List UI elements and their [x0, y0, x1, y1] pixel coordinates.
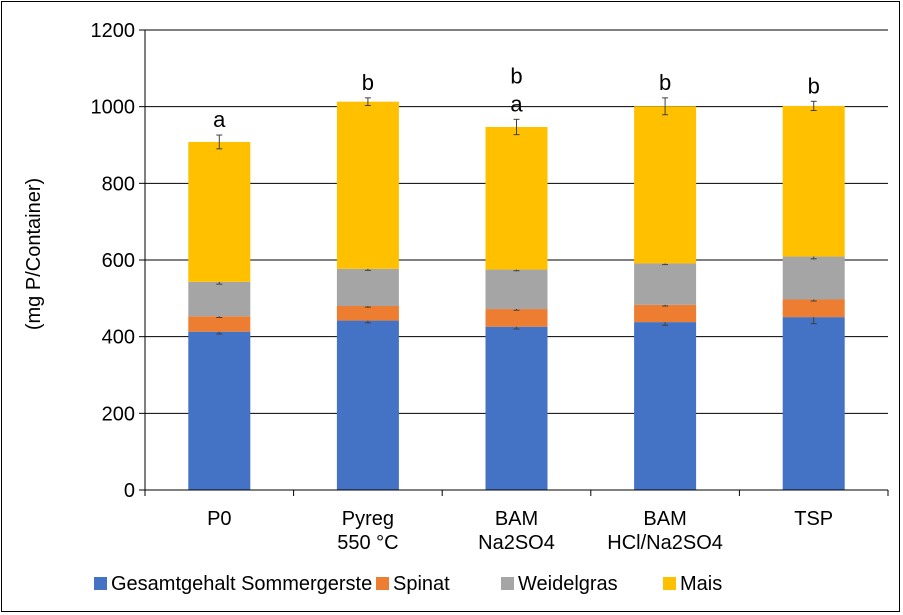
bar-weidelgras-0 [188, 281, 251, 317]
significance-label-1-0: b [362, 70, 374, 95]
legend-item-1: Spinat [376, 573, 450, 595]
x-category-label-1-0: Pyreg [342, 508, 394, 530]
bar-gesamtgehalt-sommergerste-2 [485, 326, 548, 490]
legend-swatch [376, 577, 389, 590]
x-category-label-4-0: TSP [794, 508, 833, 530]
legend-swatch [501, 577, 514, 590]
bar-spinat-1 [336, 306, 399, 321]
legend-label: Spinat [393, 573, 450, 595]
bar-weidelgras-1 [336, 268, 399, 306]
error-bar-3-2 [513, 118, 520, 136]
legend-item-2: Weidelgras [501, 573, 618, 595]
x-category-label-1-1: 550 °C [337, 532, 398, 554]
bar-gesamtgehalt-sommergerste-4 [782, 317, 845, 490]
axes [139, 29, 889, 496]
y-tick-label-400: 400 [102, 327, 135, 349]
legend-swatch [94, 577, 107, 590]
bar-weidelgras-2 [485, 269, 548, 310]
y-tick-label-600: 600 [102, 250, 135, 272]
error-bar-3-1 [364, 97, 371, 107]
bar-gesamtgehalt-sommergerste-0 [188, 331, 251, 490]
legend-swatch [663, 577, 676, 590]
bar-spinat-2 [485, 309, 548, 327]
error-bar-3-3 [662, 97, 669, 116]
bar-weidelgras-4 [782, 256, 845, 300]
bar-spinat-3 [634, 304, 697, 323]
bar-mais-4 [782, 105, 845, 257]
x-category-label-3-1: HCl/Na2SO4 [607, 532, 723, 554]
bar-gesamtgehalt-sommergerste-3 [634, 322, 697, 490]
x-category-label-2-0: BAM [495, 508, 538, 530]
legend-item-3: Mais [663, 573, 722, 595]
y-tick-label-0: 0 [124, 480, 135, 502]
y-tick-label-200: 200 [102, 403, 135, 425]
bar-gesamtgehalt-sommergerste-1 [336, 320, 399, 490]
legend-item-0: Gesamtgehalt Sommergerste [94, 573, 372, 595]
error-bar-3-0 [216, 134, 223, 150]
legend-label: Gesamtgehalt Sommergerste [111, 573, 372, 595]
error-bar-3-4 [810, 100, 817, 111]
significance-label-2-0: b [510, 63, 522, 88]
legend-label: Mais [680, 573, 722, 595]
bar-mais-0 [188, 141, 251, 282]
bar-mais-2 [485, 126, 548, 270]
y-axis-title: (mg P/Container) [23, 178, 45, 330]
significance-label-4-0: b [808, 73, 820, 98]
bar-mais-1 [336, 101, 399, 269]
x-category-label-2-1: Na2SO4 [478, 532, 555, 554]
bar-spinat-4 [782, 299, 845, 318]
x-category-label-0-0: P0 [207, 508, 231, 530]
legend-label: Weidelgras [518, 573, 618, 595]
bar-mais-3 [634, 106, 697, 264]
y-tick-label-1200: 1200 [91, 20, 136, 42]
y-tick-label-800: 800 [102, 173, 135, 195]
significance-label-3-0: b [659, 70, 671, 95]
y-tick-label-1000: 1000 [91, 97, 136, 119]
significance-label-2-1: a [510, 91, 523, 116]
bar-spinat-0 [188, 316, 251, 332]
x-category-label-3-0: BAM [643, 508, 686, 530]
bar-weidelgras-3 [634, 263, 697, 305]
bars [188, 97, 845, 490]
legend: Gesamtgehalt Sommergerste Spinat Weidelgra… [94, 573, 722, 595]
significance-label-0-0: a [213, 107, 226, 132]
